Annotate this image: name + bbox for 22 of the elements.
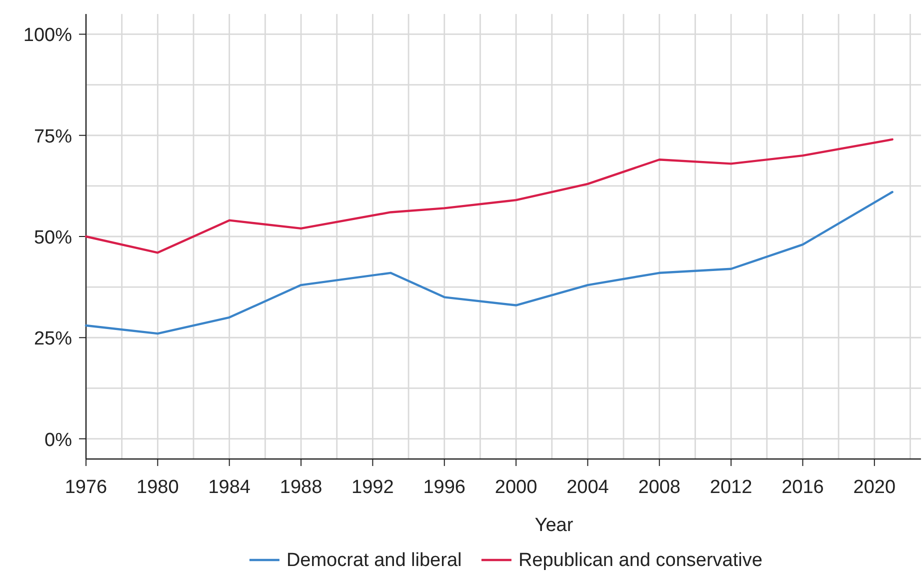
y-tick-label: 100% bbox=[23, 25, 72, 46]
x-tick-label: 1976 bbox=[64, 477, 108, 498]
x-tick-label: 1996 bbox=[423, 477, 466, 498]
x-tick-label: 2016 bbox=[782, 477, 824, 498]
x-tick-label: 2020 bbox=[853, 477, 896, 498]
x-tick-label: 1988 bbox=[280, 477, 322, 498]
line-series bbox=[84, 138, 894, 254]
y-tick-label: 50% bbox=[34, 228, 72, 248]
y-tick-label: 75% bbox=[34, 126, 72, 148]
y-tick-label: 0% bbox=[44, 430, 72, 451]
x-axis-title: Year bbox=[534, 515, 574, 536]
line-series bbox=[84, 190, 894, 335]
x-tick-label: 2004 bbox=[566, 477, 610, 498]
x-tick-label: 1984 bbox=[208, 477, 251, 498]
x-tick-label: 2000 bbox=[494, 477, 538, 498]
y-tick-label: 25% bbox=[34, 328, 72, 350]
legend-label: Republican and conservative bbox=[518, 550, 762, 571]
x-tick-label: 1992 bbox=[352, 477, 394, 498]
x-tick-label: 2008 bbox=[638, 477, 681, 498]
x-tick-label: 2012 bbox=[710, 477, 752, 498]
x-tick-label: 1980 bbox=[136, 477, 179, 498]
legend-label: Democrat and liberal bbox=[286, 550, 462, 571]
